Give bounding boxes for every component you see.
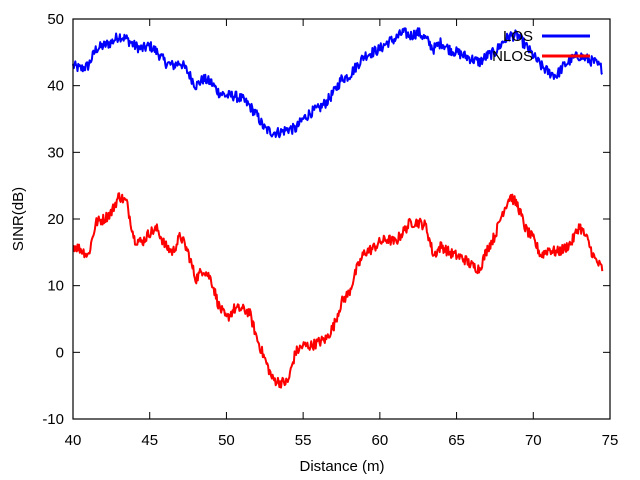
legend-label-los: LOS (503, 28, 533, 45)
x-tick-label: 75 (602, 432, 619, 449)
x-tick-label: 60 (372, 432, 389, 449)
ticks-layer (72, 18, 611, 420)
x-tick-label: 65 (448, 432, 465, 449)
y-tick-label: 10 (47, 278, 64, 295)
y-tick-label: -10 (42, 411, 64, 428)
tick-labels-layer: 40 45 50 55 60 65 70 75 -10 0 10 20 30 40 50 (42, 11, 618, 449)
x-axis-title: Distance (m) (299, 458, 384, 475)
x-tick-label: 55 (295, 432, 312, 449)
legend-label-nlos: NLOS (492, 48, 533, 65)
y-tick-label: 20 (47, 211, 64, 228)
y-tick-label: 0 (56, 344, 64, 361)
series-line-los (72, 27, 604, 139)
y-tick-label: 40 (47, 78, 64, 95)
series-layer (72, 27, 604, 389)
series-line-nlos (72, 192, 604, 389)
x-tick-label: 70 (525, 432, 542, 449)
y-tick-label: 30 (47, 144, 64, 161)
y-axis-title: SINR(dB) (10, 187, 27, 251)
x-tick-label: 50 (218, 432, 235, 449)
x-tick-label: 40 (65, 432, 82, 449)
y-tick-label: 50 (47, 11, 64, 28)
x-tick-label: 45 (141, 432, 158, 449)
legend: LOS NLOS (492, 28, 590, 65)
